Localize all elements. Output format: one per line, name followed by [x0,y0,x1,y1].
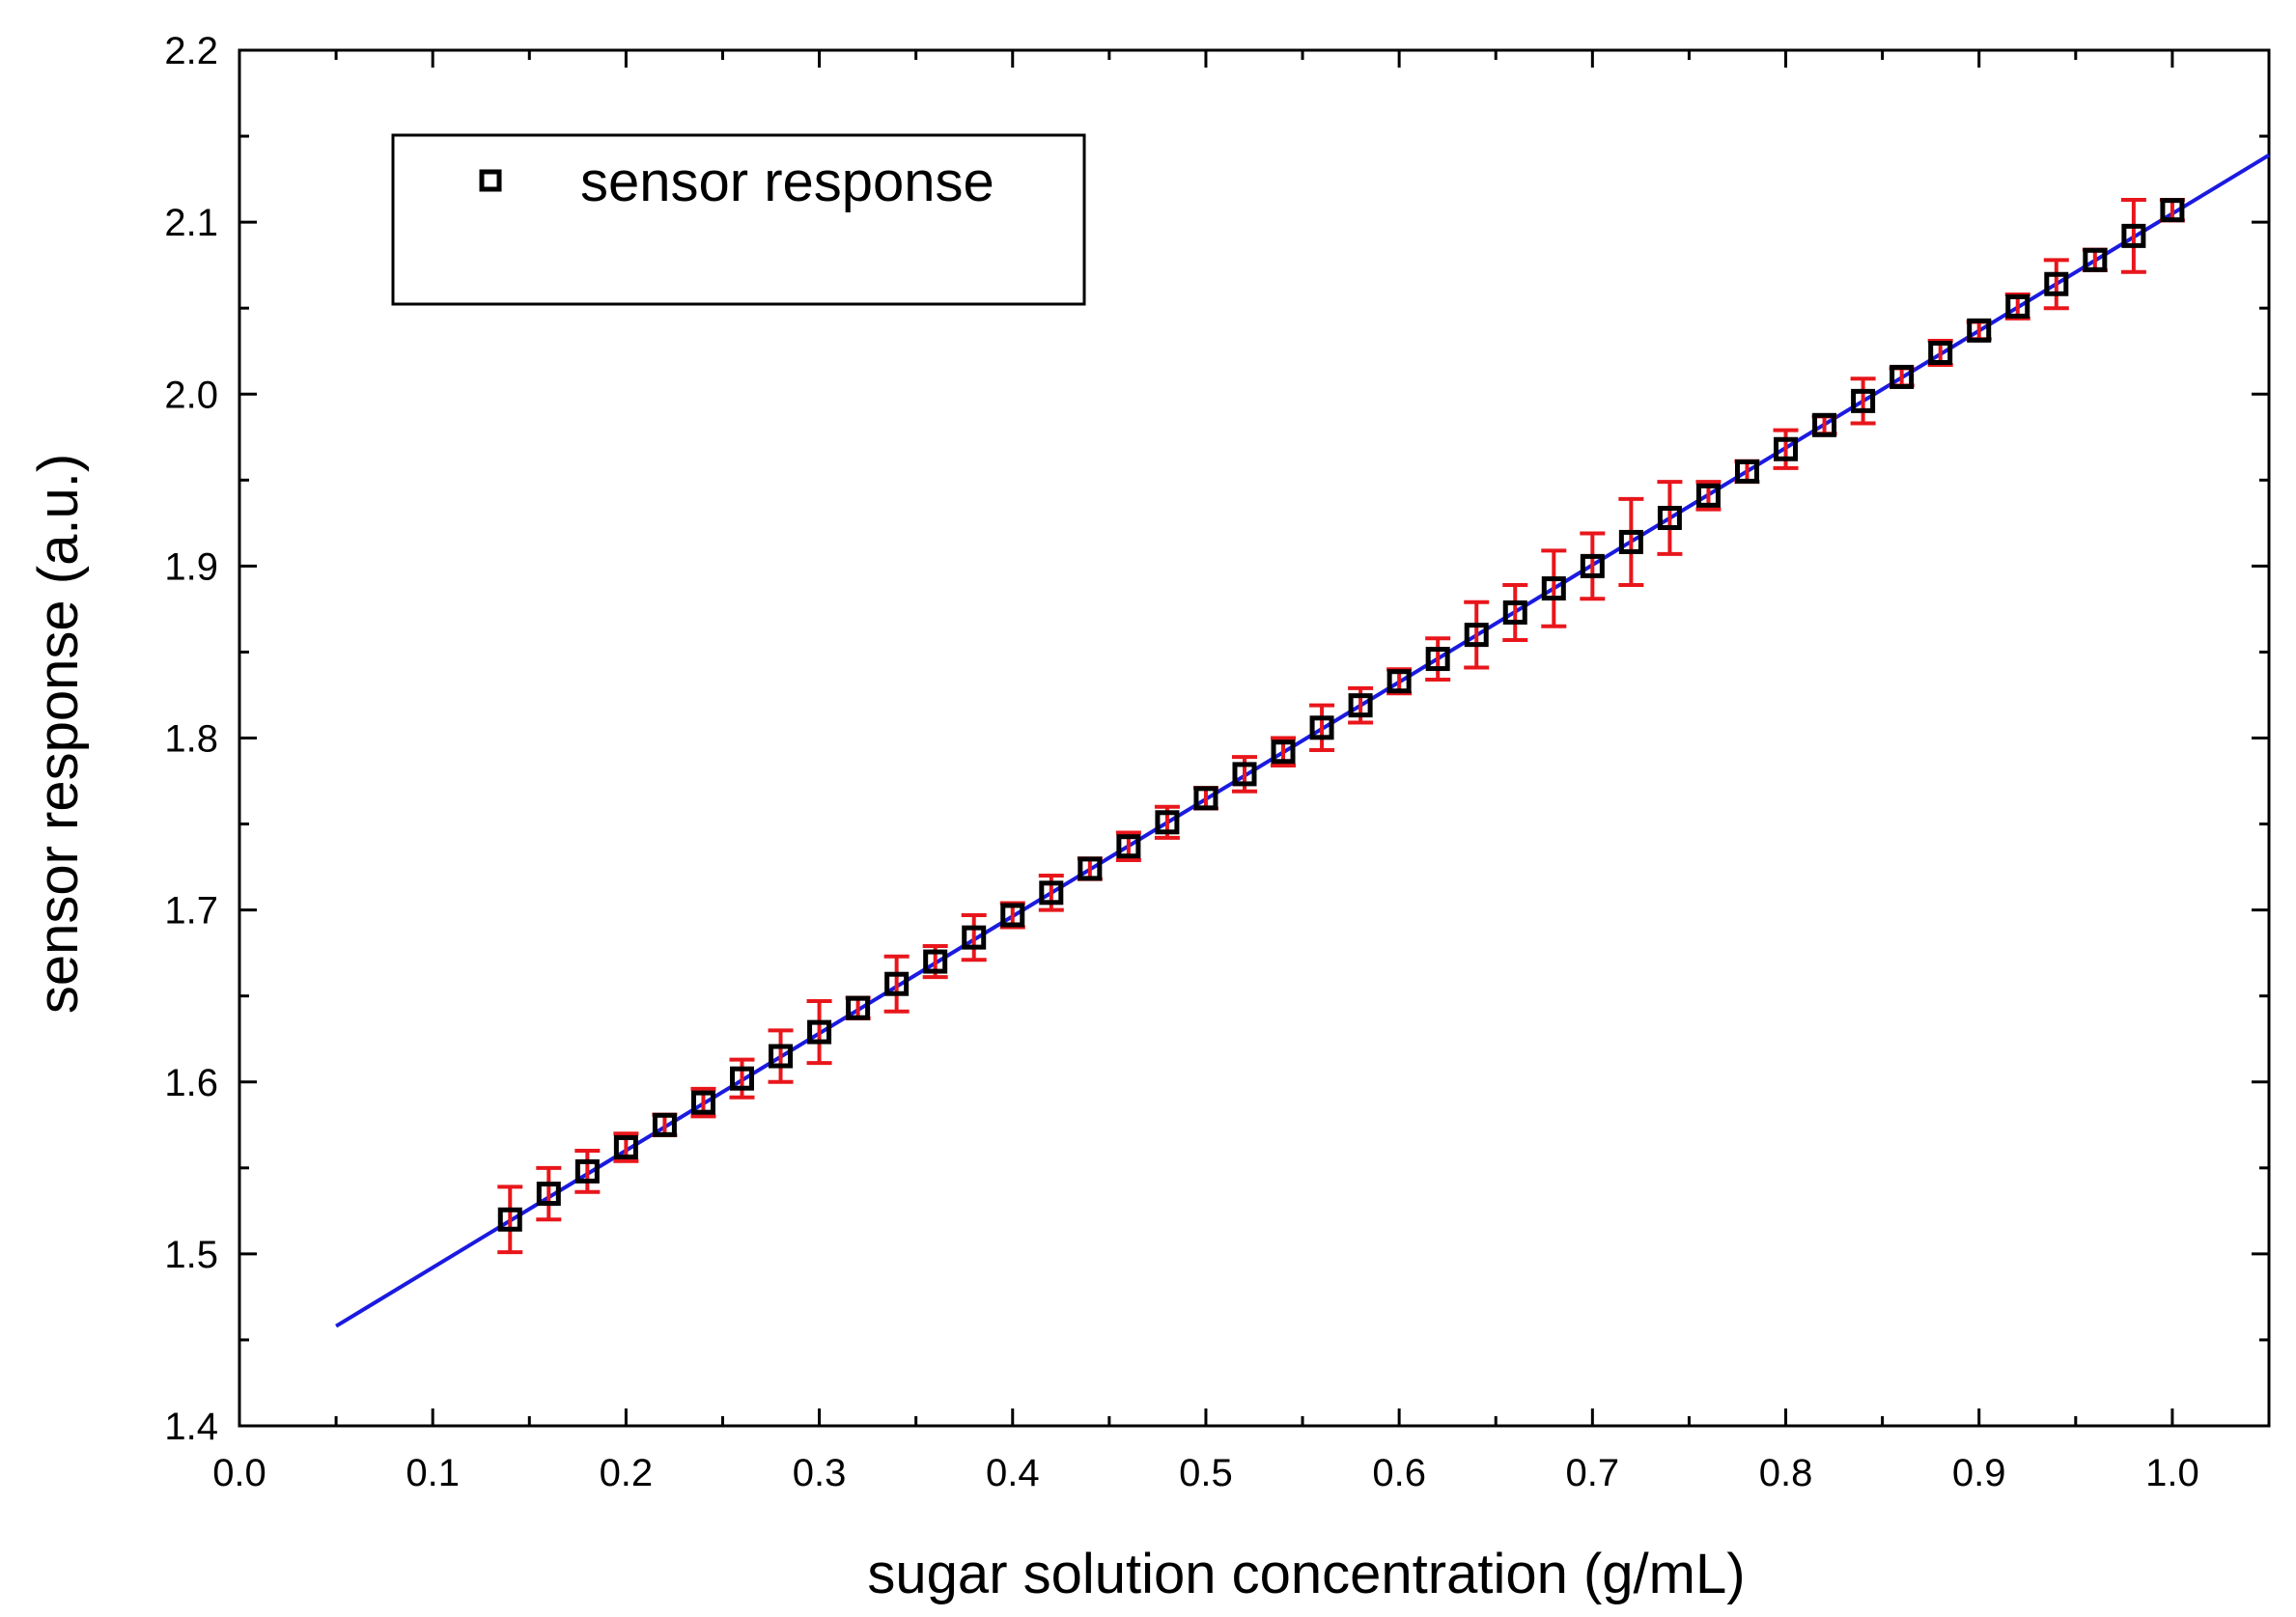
y-axis-ticks [239,48,2269,1428]
data-point [1193,786,1218,811]
x-tick-label: 0.7 [1566,1452,1620,1494]
x-tick-label: 0.2 [600,1452,654,1494]
y-tick-label: 2.1 [164,202,218,244]
y-tick-label: 2.0 [164,374,218,416]
data-point [1541,576,1566,601]
data-point [1502,599,1527,625]
x-tick-label: 0.9 [1952,1452,2006,1494]
y-tick-label: 1.5 [164,1234,218,1276]
x-axis-title: sugar solution concentration (g/mL) [867,1543,1745,1605]
data-point [729,1066,754,1091]
data-point [1425,647,1450,672]
x-tick-label: 1.0 [2145,1452,2199,1494]
data-point [1657,506,1682,530]
data-point [1000,903,1025,928]
data-point [1039,880,1064,906]
data-point [613,1134,638,1159]
data-markers [497,198,2185,1232]
legend-label: sensor response [580,151,994,213]
data-point [769,1044,794,1069]
data-point [1580,553,1605,578]
data-point [2083,247,2108,272]
data-point [1116,834,1141,859]
data-point [2160,198,2185,223]
data-point [1967,318,1992,343]
y-tick-label: 1.7 [164,890,218,933]
data-point [1232,762,1257,787]
legend: sensor response [391,133,1086,306]
y-tick-label: 1.9 [164,545,218,588]
x-tick-label: 0.1 [406,1452,460,1494]
data-point [652,1112,677,1137]
data-point [1851,388,1876,413]
x-tick-label: 0.6 [1372,1452,1426,1494]
data-point [2044,271,2069,296]
data-point [1464,623,1489,648]
data-point [690,1090,715,1115]
data-point [497,1207,522,1232]
data-point [1271,739,1296,765]
x-axis-tick-labels: 0.0 0.1 0.2 0.3 0.4 0.5 0.6 0.7 0.8 0.9 1.0 [212,1452,2199,1494]
data-point [1155,810,1180,835]
data-point [884,971,910,996]
fit-line [335,153,2271,1328]
legend-marker [479,169,502,192]
x-tick-label: 0.0 [212,1452,266,1494]
y-tick-label: 1.4 [164,1406,218,1448]
x-tick-label: 0.8 [1759,1452,1813,1494]
y-tick-label: 1.8 [164,718,218,761]
y-tick-label: 1.6 [164,1062,218,1104]
data-point [574,1158,600,1184]
legend-box [391,133,1086,306]
data-point [1890,364,1915,389]
data-point [1812,412,1837,437]
data-point [1618,529,1643,554]
data-point [1386,669,1412,694]
data-point [1695,483,1721,508]
fit-line-layer [335,153,2271,1328]
data-point [1309,715,1334,740]
data-point [536,1182,561,1207]
data-point [846,995,871,1020]
data-point [807,1019,832,1045]
data-point [2005,293,2030,319]
x-tick-label: 0.5 [1179,1452,1233,1494]
x-tick-label: 0.4 [986,1452,1040,1494]
data-point [962,925,987,950]
y-tick-label: 2.2 [164,30,218,72]
data-point [1078,856,1103,881]
data-point [2121,223,2146,248]
data-point [1734,459,1759,484]
data-point [1774,436,1799,461]
x-axis-ticks [238,50,2174,1426]
y-axis-tick-labels: 1.4 1.5 1.6 1.7 1.8 1.9 2.0 2.1 2.2 [164,30,218,1448]
x-tick-label: 0.3 [793,1452,847,1494]
y-axis-title: sensor response (a.u.) [27,454,90,1014]
data-point [1348,693,1373,718]
data-point [923,949,948,974]
data-point [1928,341,1953,365]
